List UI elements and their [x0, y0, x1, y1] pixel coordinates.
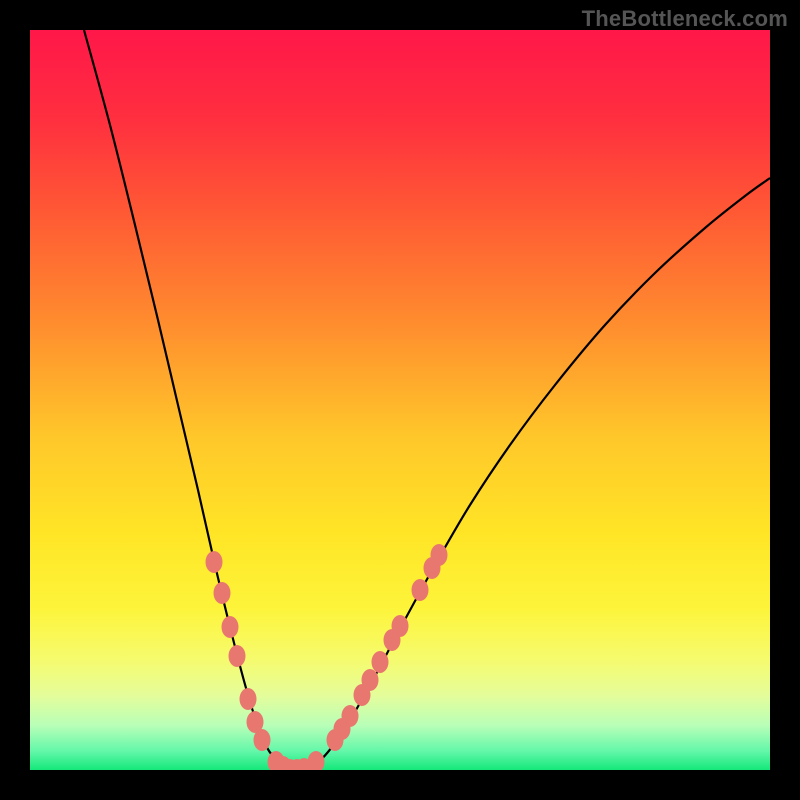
data-dot: [240, 688, 257, 710]
data-dot: [392, 615, 409, 637]
data-dot: [412, 579, 429, 601]
data-dot: [308, 751, 325, 773]
data-dot: [229, 645, 246, 667]
watermark-text: TheBottleneck.com: [582, 6, 788, 32]
data-dot: [214, 582, 231, 604]
data-dot: [431, 544, 448, 566]
data-dot: [206, 551, 223, 573]
data-dot: [254, 729, 271, 751]
data-dot: [342, 705, 359, 727]
data-dot: [372, 651, 389, 673]
chart-frame: TheBottleneck.com: [0, 0, 800, 800]
gradient-background: [30, 30, 770, 770]
data-dot: [222, 616, 239, 638]
chart-svg: [0, 0, 800, 800]
data-dot: [362, 669, 379, 691]
